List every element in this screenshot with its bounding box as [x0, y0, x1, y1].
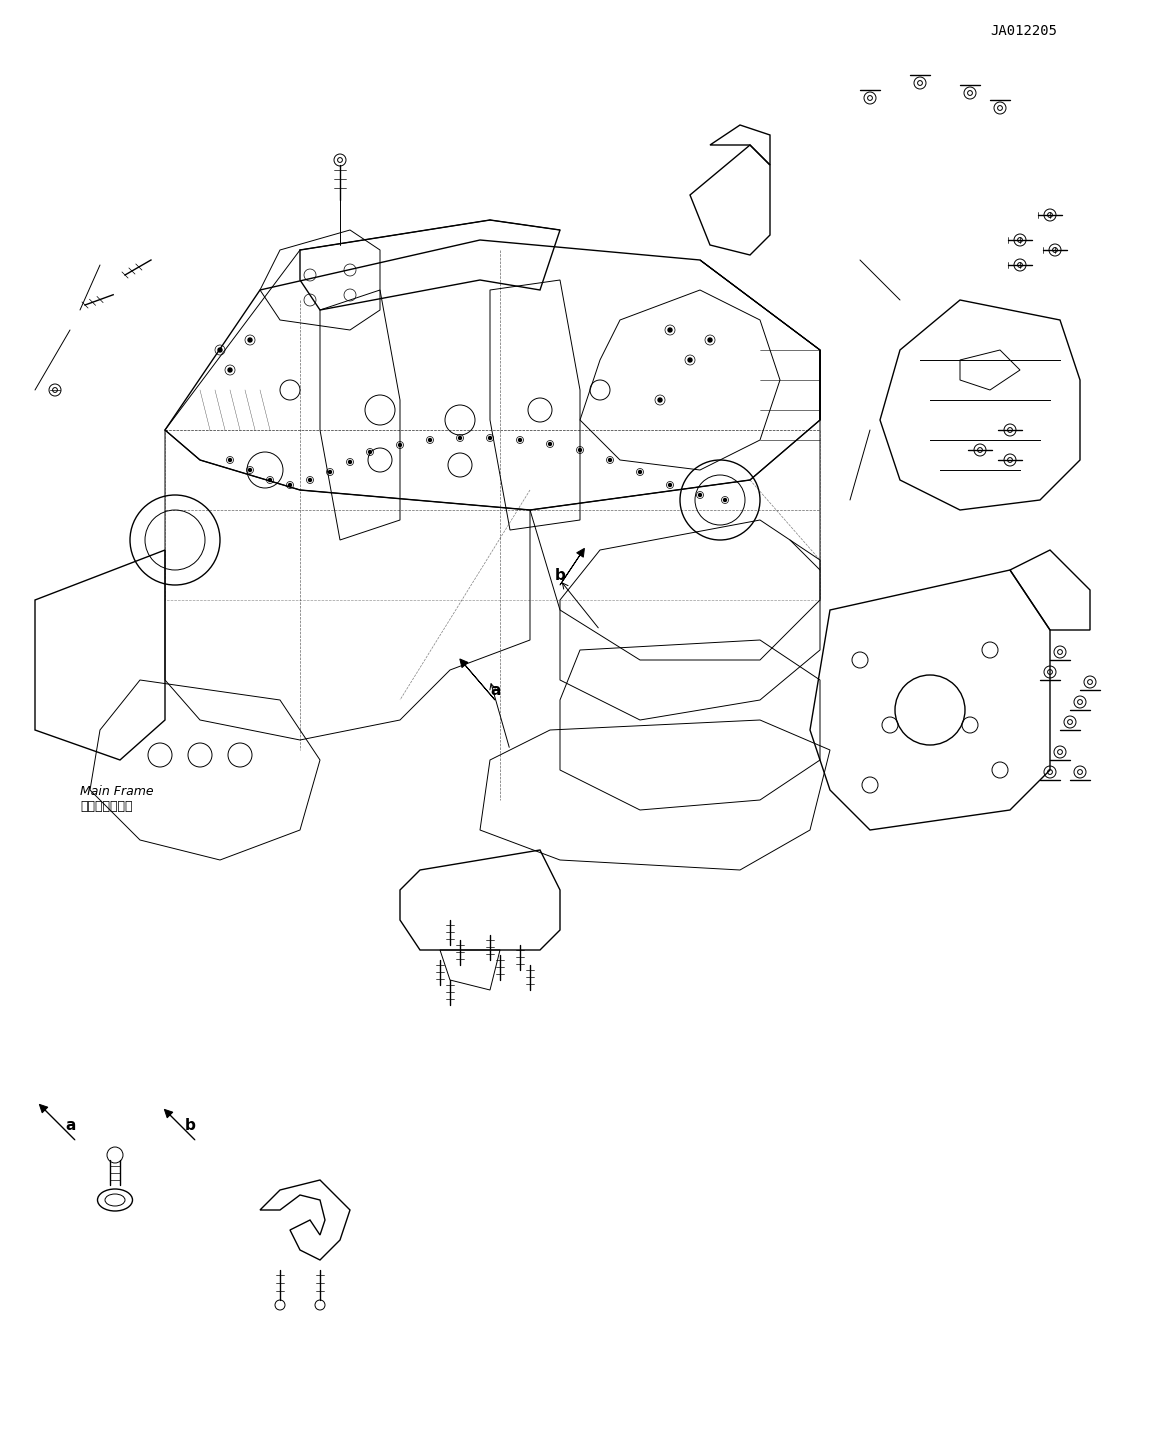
Circle shape [658, 398, 662, 401]
FancyArrow shape [561, 548, 585, 585]
Circle shape [428, 439, 431, 442]
Circle shape [369, 451, 371, 454]
Circle shape [668, 329, 672, 332]
Circle shape [399, 443, 401, 446]
Text: Main Frame: Main Frame [80, 785, 154, 798]
FancyArrow shape [459, 659, 495, 699]
Circle shape [458, 436, 462, 439]
Circle shape [328, 471, 331, 474]
Text: b: b [185, 1118, 195, 1133]
Text: メインフレーム: メインフレーム [80, 800, 133, 813]
Circle shape [549, 442, 551, 445]
Circle shape [349, 461, 351, 464]
Circle shape [708, 337, 712, 342]
Text: a: a [65, 1118, 76, 1133]
Circle shape [228, 458, 231, 461]
Circle shape [269, 478, 271, 481]
Circle shape [723, 499, 727, 502]
Circle shape [519, 439, 521, 442]
Circle shape [217, 348, 222, 352]
Text: JA012205: JA012205 [990, 25, 1057, 38]
Circle shape [488, 436, 492, 439]
Circle shape [688, 358, 692, 362]
Circle shape [699, 493, 701, 496]
Circle shape [638, 471, 642, 474]
FancyArrow shape [40, 1105, 74, 1140]
FancyArrow shape [164, 1109, 195, 1140]
Text: a: a [490, 683, 500, 698]
Circle shape [248, 337, 252, 342]
Circle shape [578, 448, 582, 452]
Circle shape [228, 368, 231, 372]
Circle shape [308, 478, 312, 481]
Circle shape [608, 458, 612, 461]
Circle shape [249, 468, 251, 471]
Circle shape [669, 484, 671, 487]
Circle shape [288, 484, 292, 487]
Text: b: b [555, 569, 566, 583]
